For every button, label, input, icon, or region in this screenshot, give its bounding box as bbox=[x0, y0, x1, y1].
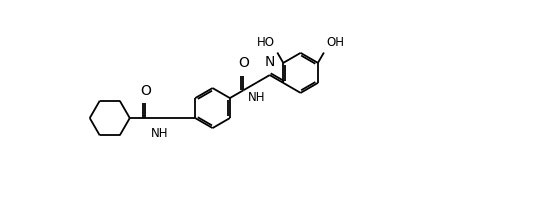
Text: OH: OH bbox=[326, 36, 344, 49]
Text: O: O bbox=[238, 56, 249, 70]
Text: NH: NH bbox=[151, 127, 169, 140]
Text: N: N bbox=[264, 55, 275, 69]
Text: NH: NH bbox=[248, 91, 266, 104]
Text: HO: HO bbox=[257, 36, 275, 49]
Text: O: O bbox=[140, 84, 151, 98]
